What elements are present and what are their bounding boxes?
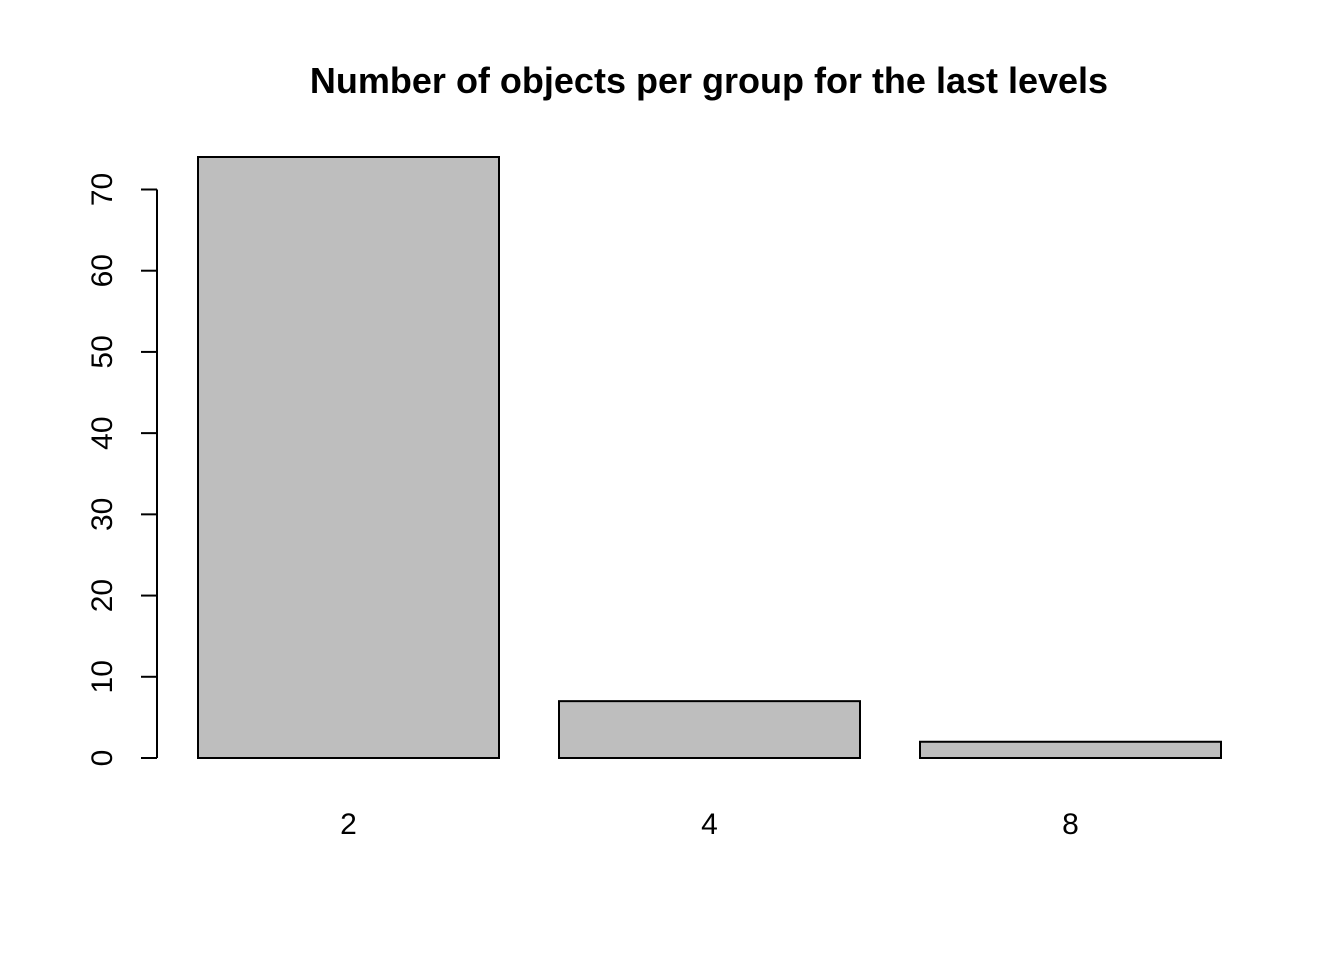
bar-2: [197, 156, 500, 759]
y-tick-label: 70: [86, 173, 119, 206]
y-tick-label: 50: [86, 335, 119, 368]
bars-group: [197, 156, 1222, 760]
y-tick-label: 20: [86, 579, 119, 612]
chart-title: Number of objects per group for the last…: [310, 60, 1108, 101]
x-tick-label: 4: [701, 808, 718, 841]
y-tick-label: 0: [86, 750, 119, 767]
bar-8: [919, 740, 1222, 760]
y-tick-label: 30: [86, 498, 119, 531]
y-tick-label: 40: [86, 416, 119, 449]
y-axis: 0 10 20 30 40 50 60 70: [86, 173, 158, 767]
y-tick-label: 60: [86, 254, 119, 287]
x-tick-label: 8: [1062, 808, 1079, 841]
y-tick-label: 10: [86, 660, 119, 693]
x-axis-labels: 2 4 8: [340, 808, 1079, 841]
bar-4: [558, 700, 861, 759]
x-tick-label: 2: [340, 808, 357, 841]
